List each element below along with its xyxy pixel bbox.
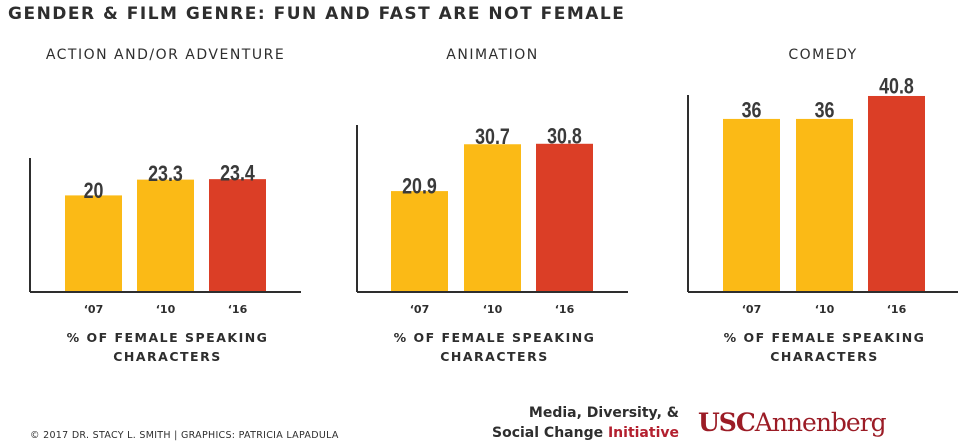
x-axis-label-comedy: % OF FEMALE SPEAKING CHARACTERS [723, 330, 926, 364]
bar [209, 179, 266, 291]
bar [796, 118, 853, 291]
bar [464, 144, 521, 291]
tick-label: ‘10 [815, 303, 835, 316]
data-label: 36 [742, 99, 762, 123]
panel-title-animation: ANIMATION [446, 47, 539, 63]
tick-label: ‘07 [742, 303, 762, 316]
tick-label: ‘16 [228, 303, 248, 316]
bar [868, 95, 925, 291]
panel-title-action: ACTION AND/OR ADVENTURE [45, 47, 286, 63]
panel-title-comedy: COMEDY [788, 47, 858, 63]
initiative-word: Initiative [607, 425, 679, 441]
x-axis-label-action: % OF FEMALE SPEAKING CHARACTERS [66, 330, 269, 364]
data-label: 30.7 [475, 125, 510, 149]
tick-label: ‘16 [887, 303, 907, 316]
x-axis-label-animation: % OF FEMALE SPEAKING CHARACTERS [393, 330, 596, 364]
bar [723, 118, 780, 291]
initiative-line2: Social Change [492, 425, 604, 441]
credit-line: © 2017 DR. STACY L. SMITH | GRAPHICS: PA… [30, 430, 339, 441]
page-title: GENDER & FILM GENRE: FUN AND FAST ARE NO… [8, 4, 626, 24]
data-label: 23.4 [220, 162, 255, 186]
initiative-logo: Media, Diversity, & Social Change Initia… [492, 403, 679, 443]
usc-text: USC [698, 408, 756, 437]
data-label: 20 [84, 179, 104, 203]
data-label: 20.9 [402, 175, 437, 199]
tick-label: ‘16 [555, 303, 575, 316]
data-label: 40.8 [879, 75, 914, 99]
bar [391, 191, 448, 291]
usc-annenberg-logo: USCAnnenberg [698, 408, 887, 437]
tick-label: ‘10 [156, 303, 176, 316]
data-label: 36 [815, 99, 835, 123]
tick-label: ‘10 [483, 303, 503, 316]
data-label: 30.8 [547, 125, 582, 149]
data-label: 23.3 [148, 163, 183, 187]
initiative-line1: Media, Diversity, & [528, 405, 679, 421]
tick-label: ‘07 [84, 303, 104, 316]
tick-label: ‘07 [410, 303, 430, 316]
bar [137, 179, 194, 291]
bar [65, 195, 122, 291]
bar [536, 143, 593, 291]
annenberg-text: Annenberg [754, 408, 887, 437]
